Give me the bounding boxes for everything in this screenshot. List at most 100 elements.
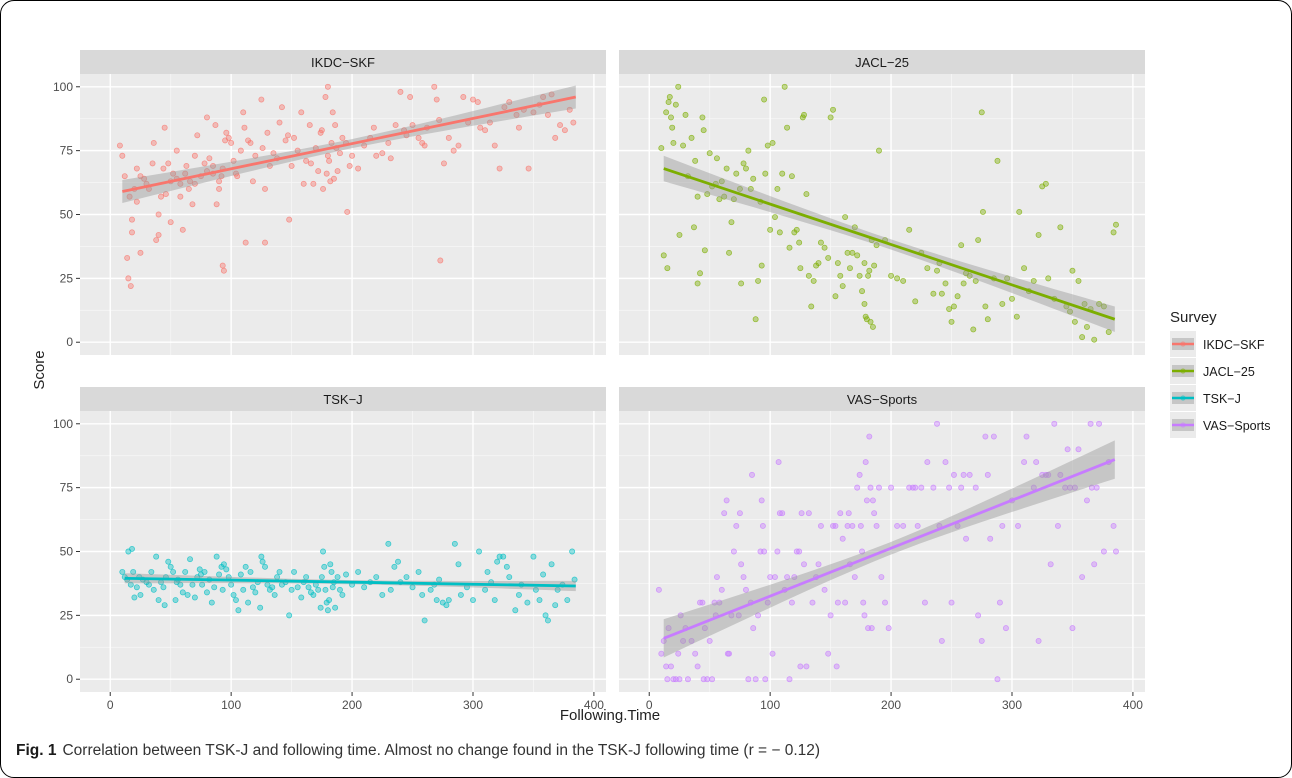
data-point bbox=[1069, 267, 1076, 274]
panel-tsk-j: TSK−J bbox=[80, 387, 606, 692]
data-point bbox=[235, 607, 242, 614]
data-point bbox=[216, 571, 223, 578]
data-point bbox=[470, 96, 476, 103]
data-point bbox=[315, 586, 322, 593]
data-point bbox=[308, 160, 314, 167]
data-point bbox=[1030, 277, 1037, 284]
data-point bbox=[137, 591, 144, 598]
data-point bbox=[834, 599, 841, 606]
data-point bbox=[355, 568, 362, 575]
data-point bbox=[1071, 484, 1078, 491]
data-point bbox=[994, 676, 1001, 683]
data-point bbox=[206, 155, 213, 162]
data-point bbox=[958, 484, 965, 491]
data-point bbox=[1057, 224, 1064, 231]
y-tick-label: 75 bbox=[60, 481, 74, 495]
y-tick-label: 100 bbox=[53, 417, 73, 431]
data-point bbox=[691, 224, 697, 231]
data-point bbox=[793, 226, 800, 233]
data-point bbox=[1091, 561, 1098, 568]
data-point bbox=[530, 109, 537, 116]
data-point bbox=[769, 140, 776, 146]
data-point bbox=[391, 563, 398, 570]
data-point bbox=[185, 186, 192, 192]
data-point bbox=[436, 117, 443, 123]
data-point bbox=[291, 134, 297, 141]
data-point bbox=[664, 676, 671, 683]
data-point bbox=[379, 591, 386, 598]
data-point bbox=[160, 584, 167, 591]
data-point bbox=[894, 275, 901, 282]
data-point bbox=[409, 122, 416, 129]
strip-vas-sports bbox=[619, 387, 1145, 411]
data-point bbox=[1064, 446, 1071, 453]
data-point bbox=[116, 142, 123, 149]
data-point bbox=[888, 272, 895, 279]
data-point bbox=[762, 676, 769, 683]
strip-label-ikdc-skf: IKDC−SKF bbox=[311, 55, 375, 70]
data-point bbox=[230, 591, 237, 598]
data-point bbox=[1113, 548, 1119, 555]
data-point bbox=[318, 574, 325, 580]
legend-entry-jacl-25: JACL−25 bbox=[1170, 358, 1255, 384]
data-point bbox=[869, 323, 876, 330]
data-point bbox=[177, 180, 184, 187]
data-point bbox=[859, 288, 865, 295]
data-point bbox=[320, 548, 326, 555]
data-point bbox=[219, 586, 226, 593]
data-point bbox=[817, 523, 824, 529]
data-point bbox=[882, 599, 888, 606]
data-point bbox=[328, 568, 335, 575]
data-point bbox=[871, 510, 878, 517]
data-point bbox=[213, 553, 220, 560]
data-point bbox=[191, 594, 198, 601]
data-point bbox=[474, 99, 481, 106]
data-point bbox=[805, 272, 812, 279]
data-point bbox=[266, 163, 273, 169]
data-point bbox=[845, 510, 852, 517]
data-point bbox=[183, 163, 190, 169]
data-point bbox=[948, 599, 955, 606]
data-point bbox=[294, 147, 301, 154]
data-point bbox=[801, 561, 807, 568]
data-point bbox=[532, 586, 539, 593]
data-point bbox=[873, 523, 880, 529]
data-point bbox=[866, 267, 873, 274]
data-point bbox=[878, 574, 885, 580]
data-point bbox=[503, 563, 510, 570]
data-point bbox=[133, 165, 140, 172]
data-point bbox=[759, 523, 766, 529]
data-point bbox=[984, 471, 991, 478]
data-point bbox=[421, 617, 428, 624]
data-point bbox=[124, 254, 131, 261]
data-point bbox=[457, 591, 464, 598]
data-point bbox=[334, 168, 341, 175]
x-tick-label: 100 bbox=[760, 698, 780, 712]
data-point bbox=[726, 650, 732, 657]
data-point bbox=[713, 574, 720, 580]
data-point bbox=[749, 471, 755, 478]
panel-jacl-25: JACL−25 bbox=[619, 50, 1145, 355]
data-point bbox=[912, 298, 919, 305]
data-point bbox=[561, 127, 568, 134]
data-point bbox=[779, 170, 786, 177]
data-point bbox=[337, 586, 343, 593]
data-point bbox=[486, 119, 493, 126]
regression-line-ikdc-skf bbox=[122, 95, 577, 193]
data-point bbox=[740, 574, 747, 580]
data-point bbox=[303, 157, 310, 164]
data-point bbox=[199, 581, 206, 588]
data-point bbox=[258, 553, 265, 560]
data-point bbox=[482, 127, 489, 134]
data-point bbox=[772, 214, 778, 221]
data-point bbox=[861, 300, 868, 307]
data-point bbox=[501, 104, 508, 111]
data-point bbox=[1035, 637, 1042, 644]
data-point bbox=[735, 612, 742, 619]
data-point bbox=[329, 584, 336, 591]
data-point bbox=[834, 260, 841, 266]
data-point bbox=[801, 111, 807, 118]
data-point bbox=[170, 170, 177, 177]
data-point bbox=[970, 326, 977, 333]
data-point bbox=[230, 157, 237, 164]
